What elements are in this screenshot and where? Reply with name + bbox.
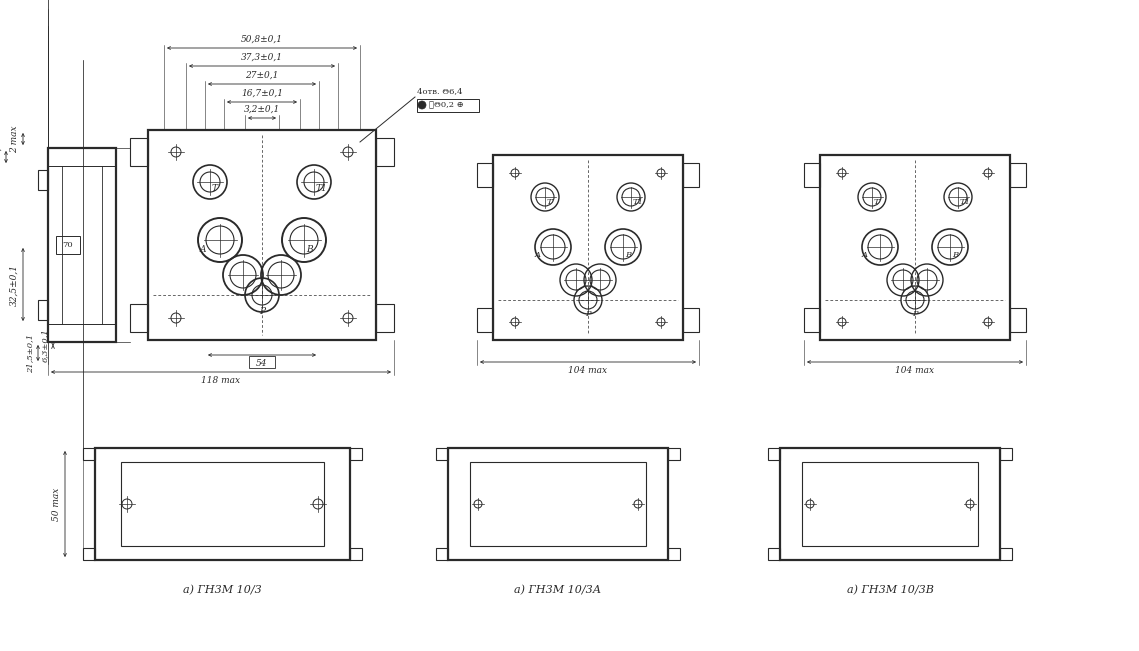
Bar [448,448,667,560]
Bar [83,548,95,560]
Bar [83,448,95,460]
Bar [667,448,680,460]
Text: 37,3±0,1: 37,3±0,1 [241,53,282,62]
Bar [1010,308,1026,332]
Bar [436,448,448,460]
Text: 54: 54 [256,359,268,368]
Bar [350,448,362,460]
Bar [1000,548,1011,560]
Bar [436,548,448,560]
Bar [48,148,116,342]
Bar [130,304,148,332]
Bar [477,308,493,332]
Circle shape [418,101,426,109]
Text: 16,7±0,1: 16,7±0,1 [241,89,282,98]
Bar [780,448,1000,560]
Text: T1: T1 [633,198,644,206]
Text: 104 max: 104 max [568,366,607,375]
Text: a) ГΗ3М 10/3А: a) ГΗ3М 10/3А [515,585,601,595]
Bar [417,99,480,112]
Text: A: A [200,245,206,254]
Text: P: P [259,307,265,316]
Bar [683,163,699,187]
Text: B: B [306,245,312,254]
Bar [1000,448,1011,460]
Bar [804,308,820,332]
Text: B: B [625,251,631,259]
Bar [350,548,362,560]
Text: 118 max: 118 max [202,376,240,385]
Text: B: B [952,251,958,259]
Text: P: P [585,310,591,318]
Text: 70: 70 [63,241,73,249]
Text: 21,5±0,1: 21,5±0,1 [26,333,34,372]
Bar [470,462,646,546]
Bar [683,308,699,332]
Text: 6,3±0,1: 6,3±0,1 [41,329,49,363]
Text: 12±0,2: 12±0,2 [0,141,2,174]
Bar [148,130,376,340]
Text: ∅Θ0,2 ⊕: ∅Θ0,2 ⊕ [429,101,464,109]
Text: A: A [535,251,541,259]
Text: 32,5±0,1: 32,5±0,1 [10,264,19,305]
Bar [121,462,323,546]
Bar [376,138,394,166]
Text: T: T [547,198,552,206]
Bar [802,462,978,546]
Bar [38,300,48,320]
Bar [376,304,394,332]
Bar [249,356,274,368]
Text: A: A [862,251,868,259]
Text: T: T [212,184,218,193]
Bar [38,170,48,190]
Bar [768,448,780,460]
Text: a) ГΗ3М 10/3: a) ГΗ3М 10/3 [183,585,262,595]
Text: 50,8±0,1: 50,8±0,1 [241,35,282,44]
Text: T1: T1 [960,198,972,206]
Bar [130,138,148,166]
Text: 27±0,1: 27±0,1 [245,71,279,80]
Text: 4отв. Θ6,4: 4отв. Θ6,4 [417,87,462,95]
Bar [493,155,683,340]
Bar [56,236,80,254]
Bar [1010,163,1026,187]
Bar [820,155,1010,340]
Text: 50 max: 50 max [52,488,62,521]
Bar [667,548,680,560]
Text: a) ГΗ3М 10/3В: a) ГΗ3М 10/3В [846,585,934,595]
Text: 104 max: 104 max [895,366,935,375]
Bar [95,448,350,560]
Text: 3,2±0,1: 3,2±0,1 [244,105,280,114]
Bar [477,163,493,187]
Text: T1: T1 [316,184,328,193]
Bar [804,163,820,187]
Text: P: P [912,310,918,318]
Bar [768,548,780,560]
Text: 2 max: 2 max [10,125,19,153]
Text: T: T [874,198,879,206]
